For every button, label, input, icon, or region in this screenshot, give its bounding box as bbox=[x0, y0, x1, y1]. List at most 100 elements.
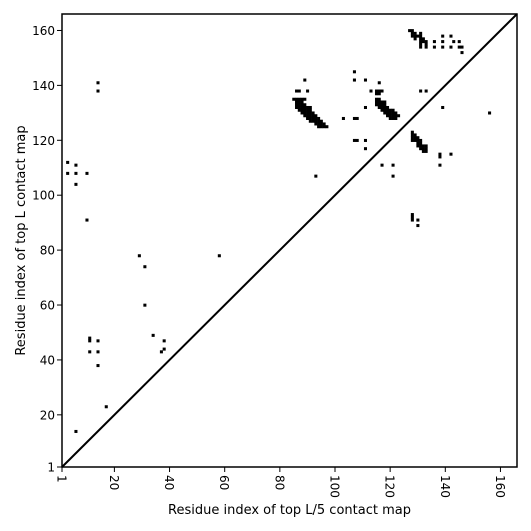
contact-point bbox=[96, 350, 100, 354]
contact-point bbox=[388, 116, 392, 120]
contact-point bbox=[383, 111, 387, 115]
contact-point bbox=[303, 111, 307, 115]
contact-point bbox=[317, 122, 321, 126]
contact-point bbox=[319, 125, 323, 129]
contact-point bbox=[432, 40, 436, 44]
contact-point bbox=[377, 97, 381, 101]
x-tick-label: 100 bbox=[328, 475, 342, 498]
contact-point bbox=[410, 213, 414, 217]
contact-point bbox=[391, 163, 395, 167]
contact-point bbox=[88, 336, 92, 340]
contact-point bbox=[96, 364, 100, 368]
contact-point bbox=[377, 103, 381, 107]
contact-point bbox=[295, 89, 299, 93]
contact-point bbox=[314, 122, 318, 126]
y-tick-label: 60 bbox=[40, 299, 55, 313]
contact-point bbox=[419, 144, 423, 148]
contact-point bbox=[424, 89, 428, 93]
contact-point bbox=[383, 100, 387, 104]
contact-point bbox=[352, 78, 356, 82]
contact-point bbox=[383, 108, 387, 112]
contact-point bbox=[416, 34, 420, 38]
contact-point bbox=[419, 141, 423, 145]
contact-point bbox=[416, 138, 420, 142]
contact-point bbox=[391, 116, 395, 120]
contact-point bbox=[424, 42, 428, 46]
contact-point bbox=[457, 45, 461, 49]
contact-point bbox=[380, 89, 384, 93]
contact-point bbox=[421, 147, 425, 151]
contact-point bbox=[452, 40, 456, 44]
contact-point bbox=[386, 114, 390, 118]
contact-point bbox=[66, 171, 70, 175]
contact-point bbox=[421, 144, 425, 148]
contact-point bbox=[374, 100, 379, 104]
contact-point bbox=[303, 103, 307, 107]
contact-point bbox=[306, 114, 310, 118]
contact-point bbox=[388, 111, 392, 115]
contact-point bbox=[300, 100, 304, 104]
contact-point bbox=[352, 116, 356, 120]
contact-point bbox=[317, 125, 321, 129]
contact-point bbox=[457, 40, 461, 44]
contact-point bbox=[394, 114, 398, 118]
contact-point bbox=[374, 92, 379, 96]
contact-point bbox=[217, 254, 221, 258]
contact-point bbox=[424, 149, 428, 153]
contact-point bbox=[374, 89, 379, 93]
contact-point bbox=[413, 136, 417, 140]
contact-point bbox=[449, 152, 453, 156]
contact-point bbox=[488, 111, 492, 115]
contact-point bbox=[391, 174, 395, 178]
contact-point bbox=[319, 122, 323, 126]
contact-point bbox=[413, 34, 417, 38]
contact-point bbox=[297, 108, 301, 112]
contact-point bbox=[314, 116, 318, 120]
contact-point bbox=[308, 111, 312, 115]
contact-point bbox=[303, 114, 307, 118]
contact-point bbox=[352, 138, 356, 142]
contact-point bbox=[391, 111, 395, 115]
x-axis-label: Residue index of top L/5 contact map bbox=[168, 503, 411, 518]
contact-point bbox=[419, 42, 423, 46]
contact-point bbox=[421, 37, 425, 41]
contact-point bbox=[391, 108, 395, 112]
y-tick-label: 160 bbox=[32, 24, 55, 38]
contact-point bbox=[297, 89, 301, 93]
x-axis: 1 20 40 60 80 100 120 140 160 bbox=[55, 467, 507, 498]
contact-point bbox=[410, 218, 414, 222]
contact-point bbox=[300, 105, 304, 110]
contact-point bbox=[419, 31, 423, 35]
contact-point bbox=[363, 138, 367, 142]
contact-point bbox=[424, 45, 428, 49]
contact-point bbox=[419, 40, 423, 44]
contact-point bbox=[438, 152, 442, 156]
contact-point bbox=[391, 114, 395, 118]
contact-point bbox=[416, 144, 420, 148]
y-tick-label: 100 bbox=[32, 189, 55, 203]
contact-point bbox=[460, 45, 464, 49]
contact-point bbox=[88, 350, 92, 354]
contact-point bbox=[308, 119, 312, 123]
contact-point bbox=[297, 100, 301, 104]
contact-point bbox=[295, 97, 299, 101]
contact-point bbox=[388, 114, 392, 118]
contact-point bbox=[96, 81, 100, 85]
contact-point bbox=[383, 103, 387, 107]
y-tick-label: 1 bbox=[47, 461, 55, 475]
contact-point bbox=[388, 108, 392, 112]
contact-point bbox=[397, 114, 401, 118]
contact-point bbox=[410, 29, 414, 33]
contact-point bbox=[449, 45, 453, 49]
contact-point bbox=[159, 350, 163, 354]
contact-point bbox=[410, 130, 414, 134]
contact-point bbox=[383, 105, 387, 110]
contact-point bbox=[413, 138, 417, 142]
contact-point bbox=[306, 105, 310, 110]
contact-point bbox=[416, 218, 420, 222]
contact-point bbox=[424, 40, 428, 44]
contact-point bbox=[419, 45, 423, 49]
contact-point bbox=[449, 34, 453, 38]
contact-point bbox=[297, 105, 301, 110]
contact-point bbox=[308, 116, 312, 120]
